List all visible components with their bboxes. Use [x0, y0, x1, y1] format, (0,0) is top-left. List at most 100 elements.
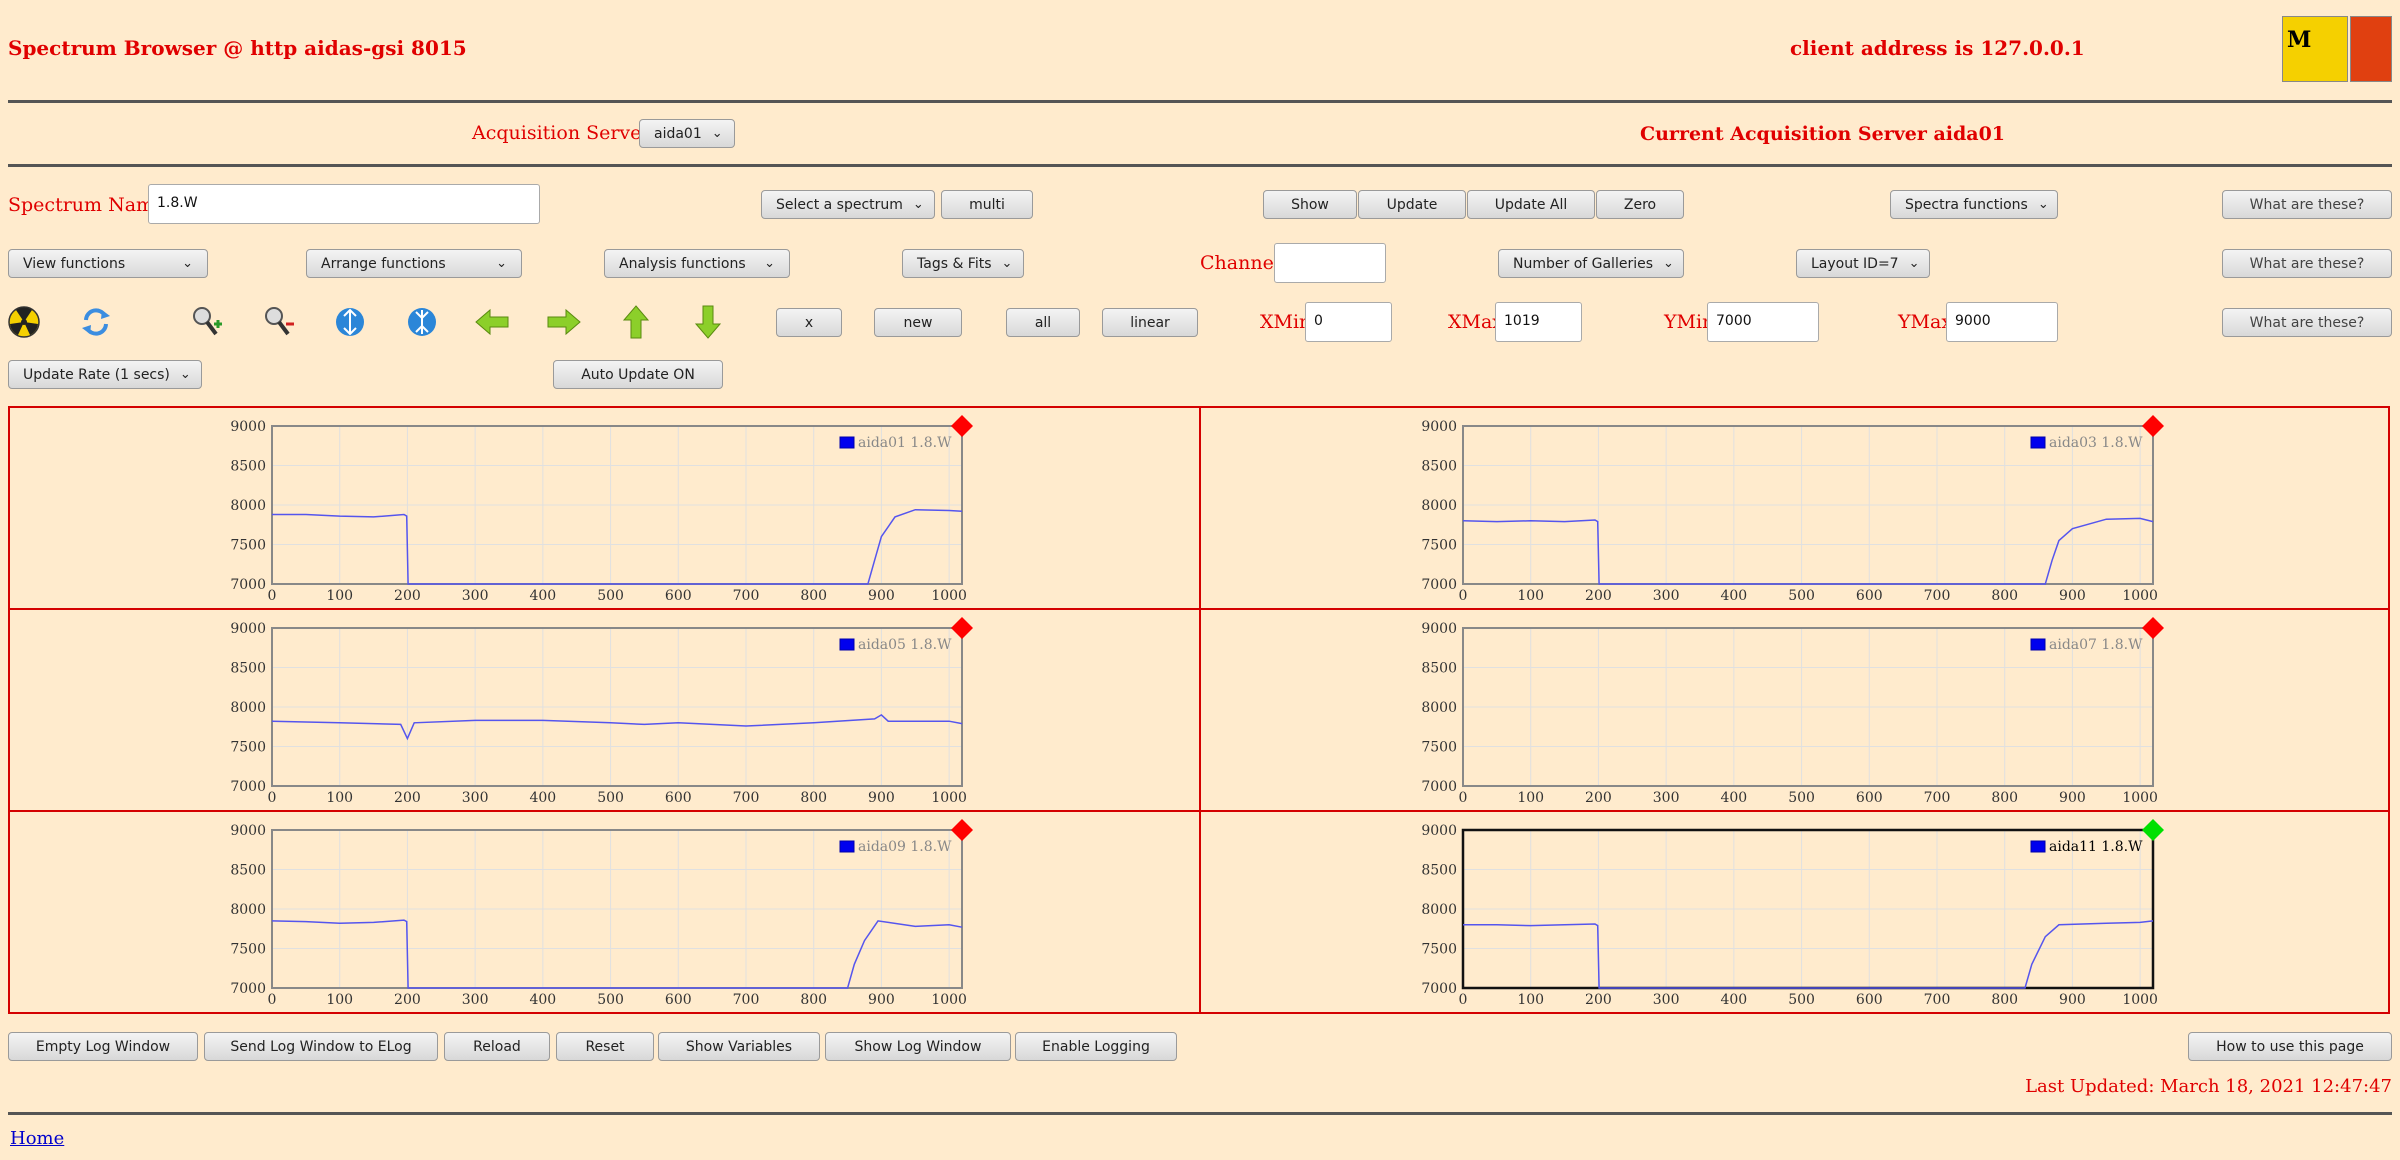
radiation-icon[interactable] — [6, 304, 42, 340]
series-line — [271, 919, 963, 989]
update-button[interactable]: Update — [1358, 190, 1466, 219]
x-tick-label: 900 — [868, 790, 895, 806]
chevron-down-icon: ⌄ — [179, 367, 191, 382]
acquisition-server-select[interactable]: aida01 ⌄ — [639, 119, 735, 148]
zero-button[interactable]: Zero — [1596, 190, 1684, 219]
chevron-down-icon: ⌄ — [182, 256, 193, 271]
status-marker[interactable] — [2142, 415, 2164, 437]
chevron-down-icon: ⌄ — [912, 197, 924, 212]
chevron-down-icon: ⌄ — [2037, 197, 2049, 212]
refresh-icon[interactable] — [78, 304, 114, 340]
x-tick-label: 800 — [800, 588, 827, 604]
xmin-input[interactable]: 0 — [1305, 302, 1392, 342]
x-tick-label: 500 — [1788, 790, 1815, 806]
channel-input[interactable] — [1274, 243, 1386, 283]
what-are-these-button[interactable]: What are these? — [2222, 190, 2392, 219]
send-log-to-elog-button[interactable]: Send Log Window to ELog — [204, 1032, 438, 1061]
x-tick-label: 400 — [1720, 790, 1747, 806]
spectra-functions-dropdown[interactable]: Spectra functions ⌄ — [1890, 190, 2058, 219]
acquisition-server-value: aida01 — [654, 125, 702, 142]
x-tick-label: 100 — [1517, 992, 1544, 1008]
arrow-down-icon[interactable] — [690, 304, 726, 340]
spectrum-name-input[interactable]: 1.8.W — [148, 184, 540, 224]
y-tick-label: 8000 — [1421, 498, 1457, 514]
y-tick-label: 8000 — [1421, 902, 1457, 918]
x-tick-label: 200 — [1585, 588, 1612, 604]
x-tick-label: 0 — [1459, 588, 1468, 604]
series-line — [272, 508, 963, 585]
arrange-functions-dropdown[interactable]: Arrange functions ⌄ — [306, 249, 522, 278]
reset-button[interactable]: Reset — [556, 1032, 654, 1061]
plot-frame — [271, 627, 963, 787]
show-log-window-button[interactable]: Show Log Window — [825, 1032, 1011, 1061]
home-link[interactable]: Home — [10, 1128, 65, 1149]
spectrum-panel[interactable]: 0 100 200 300 400 500 600 700 800 900 1000 7000 7500… — [8, 810, 1201, 1014]
x-tick-label: 900 — [868, 588, 895, 604]
arrow-up-icon[interactable] — [618, 304, 654, 340]
spectrum-panel[interactable]: 0 100 200 300 400 500 600 700 800 900 1000 7000 7500… — [1199, 810, 2390, 1014]
legend-label: aida05 1.8.W — [858, 637, 952, 653]
new-button[interactable]: new — [874, 308, 962, 337]
spectrum-panel[interactable]: 0 100 200 300 400 500 600 700 800 900 1000 7000 7500… — [1199, 406, 2390, 610]
enable-logging-button[interactable]: Enable Logging — [1015, 1032, 1177, 1061]
view-functions-dropdown[interactable]: View functions ⌄ — [8, 249, 208, 278]
analysis-functions-dropdown[interactable]: Analysis functions ⌄ — [604, 249, 790, 278]
update-all-button[interactable]: Update All — [1467, 190, 1595, 219]
update-rate-dropdown[interactable]: Update Rate (1 secs) ⌄ — [8, 360, 202, 389]
arrow-left-icon[interactable] — [474, 304, 510, 340]
status-marker[interactable] — [951, 617, 973, 639]
arrow-right-icon[interactable] — [546, 304, 582, 340]
legend-swatch — [2030, 840, 2046, 853]
tags-fits-dropdown[interactable]: Tags & Fits ⌄ — [902, 249, 1024, 278]
show-variables-button[interactable]: Show Variables — [658, 1032, 820, 1061]
x-tick-label: 400 — [1720, 992, 1747, 1008]
y-tick-label: 7500 — [230, 538, 266, 554]
spectrum-panel[interactable]: 0 100 200 300 400 500 600 700 800 900 1000 7000 7500… — [8, 608, 1201, 812]
last-updated: Last Updated: March 18, 2021 12:47:47 — [2025, 1076, 2392, 1097]
x-tick-label: 700 — [733, 588, 760, 604]
arrange-functions-label: Arrange functions — [321, 255, 446, 272]
status-marker[interactable] — [2142, 617, 2164, 639]
select-spectrum-dropdown[interactable]: Select a spectrum ⌄ — [761, 190, 935, 219]
x-tick-label: 700 — [1924, 992, 1951, 1008]
x-tick-label: 400 — [529, 588, 556, 604]
legend-label: aida03 1.8.W — [2049, 435, 2143, 451]
show-button[interactable]: Show — [1263, 190, 1357, 219]
empty-log-window-button[interactable]: Empty Log Window — [8, 1032, 198, 1061]
expand-vertical-icon[interactable] — [332, 304, 368, 340]
ymin-input[interactable]: 7000 — [1707, 302, 1819, 342]
xmax-input[interactable]: 1019 — [1495, 302, 1582, 342]
x-tick-label: 100 — [326, 588, 353, 604]
status-marker[interactable] — [951, 819, 973, 841]
auto-update-button[interactable]: Auto Update ON — [553, 360, 723, 389]
linear-button[interactable]: linear — [1102, 308, 1198, 337]
layout-id-dropdown[interactable]: Layout ID=7 ⌄ — [1796, 249, 1930, 278]
number-of-galleries-dropdown[interactable]: Number of Galleries ⌄ — [1498, 249, 1684, 278]
x-tick-label: 100 — [1517, 588, 1544, 604]
divider — [8, 1112, 2392, 1115]
how-to-use-button[interactable]: How to use this page — [2188, 1032, 2392, 1061]
compress-vertical-icon[interactable] — [404, 304, 440, 340]
spectrum-panel[interactable]: 0 100 200 300 400 500 600 700 800 900 1000 7000 7500… — [8, 406, 1201, 610]
y-tick-label: 9000 — [230, 419, 266, 435]
ymax-input[interactable]: 9000 — [1946, 302, 2058, 342]
zoom-out-icon[interactable] — [260, 304, 296, 340]
zoom-in-icon[interactable] — [188, 304, 224, 340]
spectrum-panel[interactable]: 0 100 200 300 400 500 600 700 800 900 1000 7000 7500… — [1199, 608, 2390, 812]
reload-button[interactable]: Reload — [444, 1032, 550, 1061]
multi-button[interactable]: multi — [941, 190, 1033, 219]
chevron-down-icon: ⌄ — [496, 256, 507, 271]
y-tick-label: 9000 — [230, 823, 266, 839]
what-are-these-button[interactable]: What are these? — [2222, 308, 2392, 337]
status-marker[interactable] — [951, 415, 973, 437]
what-are-these-button[interactable]: What are these? — [2222, 249, 2392, 278]
x-tick-label: 200 — [1585, 790, 1612, 806]
x-tick-label: 500 — [1788, 588, 1815, 604]
x-tick-label: 100 — [1517, 790, 1544, 806]
x-button[interactable]: x — [776, 308, 842, 337]
spectrum-chart: 0 100 200 300 400 500 600 700 800 900 1000 7000 7500… — [230, 819, 973, 1008]
status-marker[interactable] — [2142, 819, 2164, 841]
y-tick-label: 7000 — [1421, 577, 1457, 593]
all-button[interactable]: all — [1006, 308, 1080, 337]
series-line — [1463, 920, 2154, 989]
